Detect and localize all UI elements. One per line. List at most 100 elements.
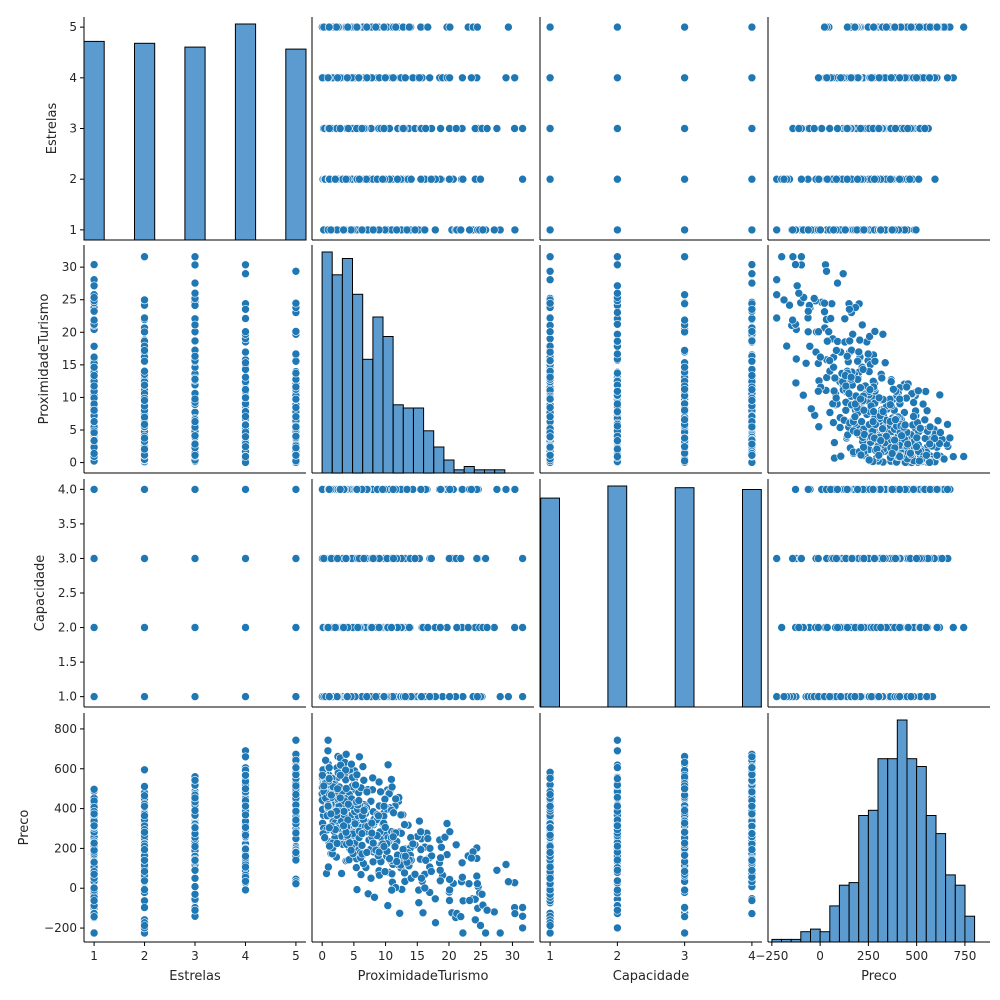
- scatter-point: [458, 174, 468, 184]
- scatter-point: [89, 371, 99, 380]
- scatter-point: [840, 314, 850, 324]
- scatter-point: [324, 485, 334, 494]
- scatter-point: [190, 336, 200, 346]
- scatter-point: [473, 692, 482, 701]
- scatter-point: [140, 313, 149, 323]
- scatter-point: [545, 275, 555, 285]
- scatter-point: [833, 337, 842, 346]
- scatter-point: [900, 420, 910, 430]
- scatter-point: [518, 692, 527, 701]
- scatter-point: [747, 260, 757, 269]
- scatter-point: [887, 449, 897, 458]
- scatter-point: [805, 341, 815, 351]
- scatter-point: [791, 260, 800, 269]
- scatter-point: [680, 299, 689, 309]
- scatter-point: [948, 452, 958, 461]
- scatter-point: [816, 352, 825, 362]
- scatter-point: [874, 393, 884, 403]
- scatter-point: [912, 73, 921, 83]
- scatter-point: [867, 692, 876, 701]
- hist-bar: [463, 466, 475, 474]
- panel-Capacidade-vs-Capacidade: [539, 479, 762, 708]
- hist-bar: [331, 274, 343, 474]
- scatter-point: [190, 450, 200, 460]
- scatter-point: [241, 442, 250, 452]
- scatter-point: [613, 73, 622, 83]
- scatter-point: [920, 124, 930, 133]
- hist-bar: [184, 46, 206, 241]
- scatter-point: [850, 22, 860, 32]
- scatter-point: [613, 252, 622, 262]
- scatter-point: [613, 444, 622, 454]
- scatter-point: [510, 225, 520, 235]
- scatter-point: [798, 390, 808, 400]
- scatter-point: [89, 436, 99, 445]
- scatter-point: [925, 458, 934, 467]
- scatter-point: [870, 356, 880, 366]
- y-tick-label: 4.0: [58, 482, 77, 496]
- scatter-point: [89, 306, 99, 316]
- scatter-point: [816, 225, 825, 235]
- scatter-point: [895, 394, 905, 404]
- scatter-point: [932, 485, 942, 494]
- scatter-point: [444, 174, 454, 184]
- scatter-point: [820, 307, 829, 317]
- scatter-point: [936, 428, 945, 437]
- scatter-point: [820, 22, 829, 32]
- scatter-point: [613, 399, 622, 409]
- scatter-point: [889, 384, 898, 394]
- scatter-point: [473, 22, 482, 32]
- scatter-point: [417, 692, 426, 701]
- scatter-point: [482, 623, 492, 632]
- y-tick-label: 3.5: [58, 517, 77, 531]
- scatter-point: [915, 423, 925, 433]
- scatter-point: [613, 225, 622, 235]
- scatter-point: [925, 439, 935, 449]
- scatter-point: [330, 174, 340, 184]
- scatter-point: [545, 174, 555, 184]
- scatter-point: [895, 623, 905, 632]
- scatter-point: [680, 290, 689, 300]
- hist-bar: [134, 42, 156, 241]
- scatter-point: [368, 554, 378, 563]
- scatter-point: [510, 623, 520, 632]
- scatter-point: [388, 485, 398, 494]
- scatter-point: [379, 124, 389, 133]
- scatter-point: [825, 692, 835, 701]
- scatter-point: [241, 347, 250, 357]
- scatter-point: [190, 431, 200, 441]
- scatter-point: [854, 347, 864, 357]
- scatter-point: [241, 554, 250, 563]
- scatter-point: [241, 304, 250, 314]
- scatter-point: [545, 22, 555, 32]
- scatter-point: [140, 765, 149, 775]
- scatter-point: [291, 443, 301, 453]
- scatter-point: [445, 22, 455, 32]
- scatter-point: [510, 485, 520, 494]
- scatter-point: [680, 225, 689, 235]
- scatter-point: [342, 73, 352, 83]
- scatter-point: [241, 358, 250, 368]
- scatter-point: [867, 73, 876, 83]
- scatter-point: [467, 73, 476, 83]
- scatter-point: [822, 623, 832, 632]
- scatter-point: [680, 73, 689, 83]
- scatter-point: [346, 225, 356, 235]
- scatter-point: [339, 623, 348, 632]
- scatter-point: [827, 299, 837, 309]
- scatter-point: [452, 623, 462, 632]
- scatter-point: [825, 124, 835, 133]
- scatter-point: [918, 399, 928, 409]
- scatter-point: [89, 485, 99, 494]
- hist-bar: [423, 430, 435, 474]
- scatter-point: [905, 174, 915, 184]
- scatter-point: [492, 124, 502, 133]
- scatter-point: [680, 174, 689, 184]
- scatter-point: [857, 417, 866, 426]
- scatter-point: [959, 623, 969, 632]
